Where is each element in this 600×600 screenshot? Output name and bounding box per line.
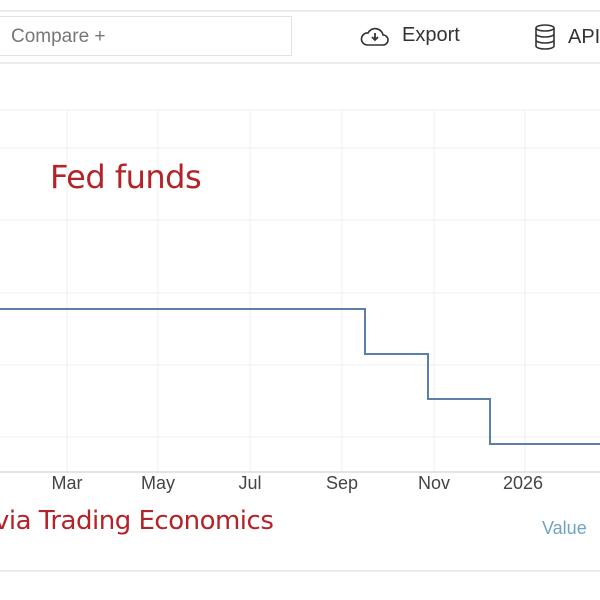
api-button[interactable]: API — [534, 24, 600, 50]
x-label: Jul — [238, 473, 262, 493]
compare-input[interactable]: Compare + — [0, 16, 292, 56]
chart-plot — [0, 109, 600, 473]
x-label: May — [140, 473, 176, 493]
toolbar-divider — [0, 62, 600, 64]
x-label: Nov — [417, 473, 451, 493]
series-line — [0, 308, 600, 445]
export-button[interactable]: Export — [360, 24, 460, 47]
source-annotation: via Trading Economics — [0, 506, 274, 536]
legend-value[interactable]: Value — [542, 518, 587, 538]
chart-title-annotation: Fed funds — [50, 158, 202, 196]
x-label: Sep — [325, 473, 359, 493]
grid-lines — [0, 109, 600, 472]
x-label: 2026 — [502, 473, 544, 493]
compare-placeholder: Compare + — [11, 26, 106, 47]
database-icon — [535, 24, 555, 50]
export-label: Export — [402, 24, 460, 46]
top-divider — [0, 10, 600, 12]
x-label: Mar — [51, 473, 83, 493]
cloud-download-icon — [360, 27, 389, 46]
api-label: API — [568, 25, 600, 48]
bottom-divider — [0, 570, 600, 572]
